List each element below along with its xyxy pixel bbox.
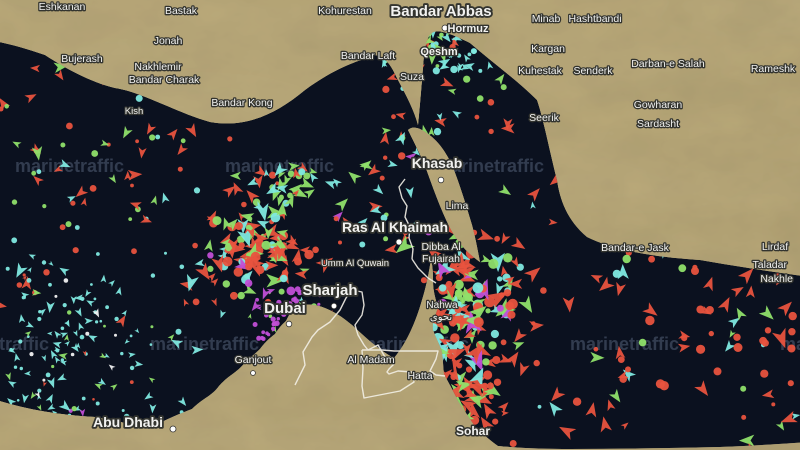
svg-text:Bujerash: Bujerash <box>61 53 103 65</box>
svg-text:Bandar Laft: Bandar Laft <box>341 50 395 62</box>
svg-text:Hormuz: Hormuz <box>448 23 489 35</box>
svg-text:Kish: Kish <box>125 106 143 117</box>
svg-text:Taladar: Taladar <box>753 259 788 271</box>
svg-text:Al Madam: Al Madam <box>347 354 395 366</box>
svg-text:Kohurestan: Kohurestan <box>318 5 372 17</box>
svg-text:marinetraffic: marinetraffic <box>0 334 49 354</box>
svg-text:Senderk: Senderk <box>573 65 613 77</box>
svg-text:Fujairah: Fujairah <box>422 253 460 265</box>
svg-text:Hashtbandi: Hashtbandi <box>568 13 621 25</box>
svg-text:Suza: Suza <box>400 71 424 83</box>
svg-text:نحوى: نحوى <box>430 312 452 323</box>
svg-text:Ras Al Khaimah: Ras Al Khaimah <box>342 219 448 235</box>
svg-text:Nakhle: Nakhle <box>760 273 793 285</box>
svg-text:marinetraffic: marinetraffic <box>645 156 754 176</box>
svg-text:Minab: Minab <box>532 13 561 25</box>
svg-text:Sharjah: Sharjah <box>302 282 357 299</box>
svg-text:Eshkanan: Eshkanan <box>39 1 86 13</box>
svg-text:Bandar Kong: Bandar Kong <box>211 97 272 109</box>
svg-text:Sohar: Sohar <box>456 424 490 438</box>
svg-text:Dubai: Dubai <box>264 300 306 317</box>
svg-text:Lima: Lima <box>446 200 469 212</box>
svg-text:Abu Dhabi: Abu Dhabi <box>93 414 163 430</box>
svg-text:Umm Al Quwain: Umm Al Quwain <box>321 258 389 269</box>
svg-text:Gowharan: Gowharan <box>634 99 683 111</box>
svg-text:Khasab: Khasab <box>412 155 463 171</box>
svg-text:Bandar Charak: Bandar Charak <box>129 74 200 86</box>
svg-text:Rameshk: Rameshk <box>751 63 796 75</box>
svg-text:Lirdaf: Lirdaf <box>762 241 788 253</box>
svg-text:marinetraffic: marinetraffic <box>150 334 259 354</box>
svg-text:marinetraffic: marinetraffic <box>570 334 679 354</box>
svg-text:Jonah: Jonah <box>154 35 183 47</box>
svg-text:Bastak: Bastak <box>165 5 198 17</box>
svg-text:Nahwa: Nahwa <box>426 300 458 311</box>
svg-text:Hatta: Hatta <box>407 370 432 382</box>
svg-text:Bandar Abbas: Bandar Abbas <box>390 3 491 20</box>
svg-text:Seerik: Seerik <box>529 112 560 124</box>
svg-text:Nakhlemir: Nakhlemir <box>134 61 182 73</box>
svg-text:Sardasht: Sardasht <box>637 118 679 130</box>
svg-text:Kargan: Kargan <box>531 43 565 55</box>
svg-text:Darban-e Salah: Darban-e Salah <box>631 58 705 70</box>
svg-text:Bandar-e Jask: Bandar-e Jask <box>601 242 669 254</box>
svg-text:Kuhestak: Kuhestak <box>518 65 563 77</box>
svg-text:Qeshm: Qeshm <box>420 46 458 58</box>
svg-text:Dibba Al: Dibba Al <box>421 241 460 253</box>
svg-text:Ganjout: Ganjout <box>235 354 272 366</box>
